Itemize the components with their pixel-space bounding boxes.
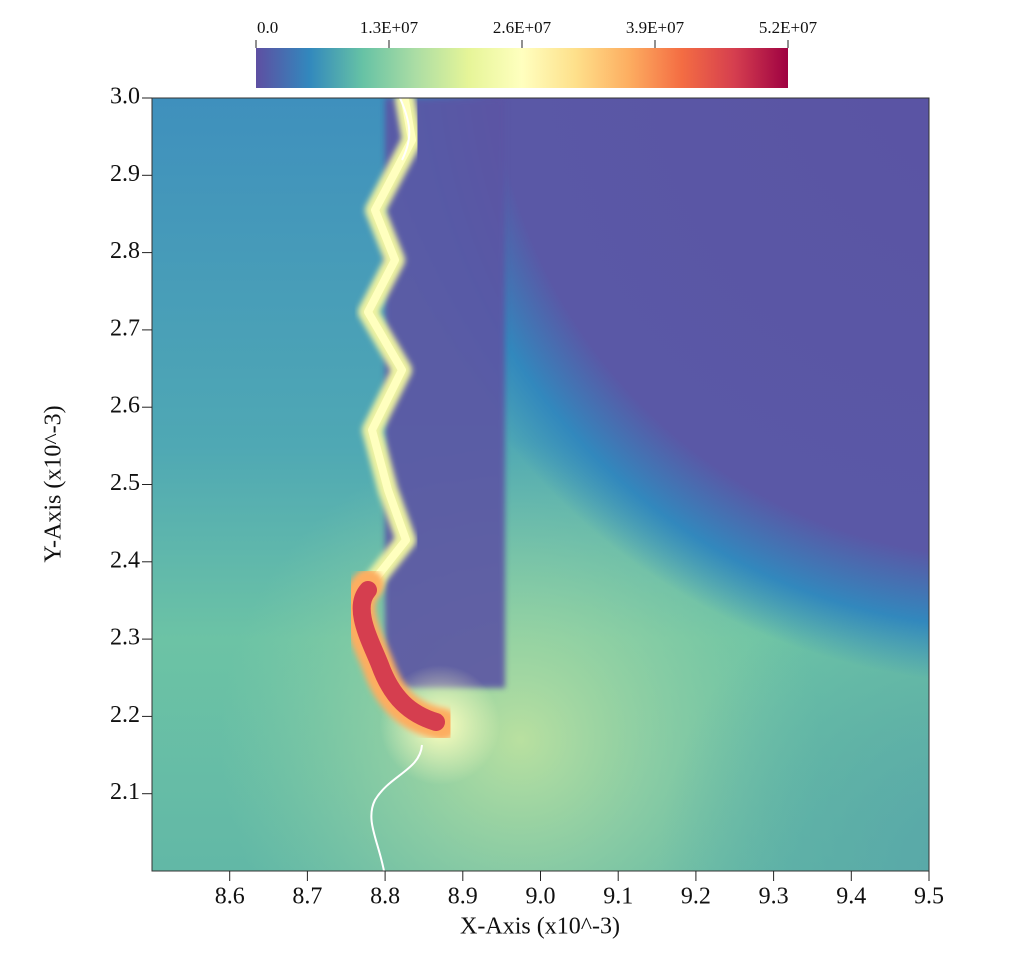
colorbar-tick-label: 1.3E+07 bbox=[360, 18, 419, 37]
x-tick-label: 8.9 bbox=[448, 884, 478, 910]
y-tick-label: 2.4 bbox=[110, 547, 140, 573]
y-tick-label: 2.9 bbox=[110, 161, 140, 187]
y-tick-label: 2.6 bbox=[110, 393, 140, 419]
colorbar-tick-label: 0.0 bbox=[257, 18, 278, 37]
y-axis-label: Y-Axis (x10^-3) bbox=[41, 405, 67, 562]
x-axis-label: X-Axis (x10^-3) bbox=[460, 914, 620, 940]
x-tick-label: 8.8 bbox=[370, 884, 400, 910]
colorbar-tick-label: 5.2E+07 bbox=[759, 18, 818, 37]
x-tick-label: 9.5 bbox=[914, 884, 944, 910]
y-tick-label: 2.8 bbox=[110, 238, 140, 264]
y-tick-label: 2.5 bbox=[110, 470, 140, 496]
x-tick-label: 8.6 bbox=[215, 884, 245, 910]
x-tick-label: 9.0 bbox=[526, 884, 556, 910]
colorbar-tick-label: 3.9E+07 bbox=[626, 18, 685, 37]
x-tick-label: 9.1 bbox=[603, 884, 633, 910]
y-tick-label: 2.3 bbox=[110, 625, 140, 651]
x-tick-label: 9.4 bbox=[836, 884, 866, 910]
x-tick-label: 8.7 bbox=[292, 884, 322, 910]
field bbox=[152, 98, 929, 871]
colorbar-tick-label: 2.6E+07 bbox=[493, 18, 552, 37]
y-tick-label: 2.1 bbox=[110, 779, 140, 805]
y-tick-label: 2.2 bbox=[110, 702, 140, 728]
y-tick-label: 2.7 bbox=[110, 315, 140, 341]
x-tick-label: 9.3 bbox=[759, 884, 789, 910]
colorbar bbox=[256, 48, 788, 88]
y-tick-label: 3.0 bbox=[110, 84, 140, 110]
x-tick-label: 9.2 bbox=[681, 884, 711, 910]
